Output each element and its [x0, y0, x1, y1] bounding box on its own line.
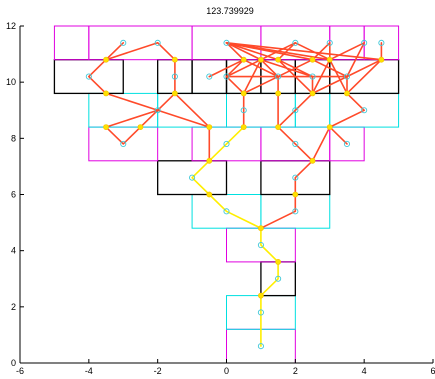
y-tick-label: 4 [11, 246, 16, 256]
yellow-node [275, 90, 282, 97]
x-tick-label: -6 [16, 366, 24, 376]
yellow-node [103, 124, 109, 130]
yellow-node [326, 56, 333, 63]
red-edge-path [174, 92, 211, 128]
axes: -6 -4 -2 0 2 4 6 0 2 4 6 8 10 12 [6, 21, 435, 376]
yellow-node [206, 124, 213, 130]
cyan-node [326, 39, 333, 46]
yellow-node [206, 157, 213, 164]
yellow-node [206, 191, 213, 198]
red-edge-path [225, 41, 383, 61]
yellow-node [258, 292, 264, 299]
red-edge-path [260, 41, 383, 229]
cyan-region-box [226, 92, 296, 128]
x-tick-label: -4 [85, 366, 93, 376]
red-edge-path [328, 126, 348, 145]
y-tick-label: 10 [6, 77, 16, 87]
yellow-node [103, 56, 109, 63]
cyan-node [257, 343, 264, 350]
yellow-node [240, 90, 247, 97]
y-tick-label: 6 [11, 190, 16, 200]
red-edge-path [225, 58, 383, 78]
yellow-node [171, 56, 178, 63]
red-edge-path [105, 41, 159, 61]
cyan-node [292, 140, 299, 147]
red-edge-path [225, 41, 245, 128]
cyan-node [206, 73, 213, 80]
x-tick-label: 6 [430, 366, 435, 376]
cyan-node [378, 39, 385, 46]
cyan-node [85, 73, 92, 80]
x-tick-label: 0 [224, 366, 229, 376]
yellow-node [171, 90, 178, 97]
yellow-node [275, 56, 282, 63]
yellow-node [240, 124, 247, 130]
cyan-node [361, 107, 368, 114]
cyan-node [275, 275, 282, 282]
yellow-node [344, 90, 350, 97]
yellow-node [240, 56, 247, 63]
cyan-node [292, 208, 299, 215]
magenta-region-box [53, 25, 90, 61]
yellow-node [309, 56, 316, 63]
cyan-node [171, 73, 178, 80]
cyan-node [257, 309, 264, 316]
red-edge-path [156, 41, 176, 112]
yellow-edge-path [191, 126, 279, 347]
cyan-node [292, 174, 299, 181]
cyan-node [361, 39, 368, 46]
cyan-node [120, 140, 127, 147]
yellow-node [258, 56, 264, 63]
cyan-node [223, 73, 230, 80]
red-edge-path [311, 41, 366, 95]
cyan-node [343, 73, 351, 80]
x-tick-label: 2 [293, 366, 298, 376]
cyan-node [240, 107, 247, 114]
yellow-node [275, 258, 282, 265]
chart-title: 123.739929 [206, 6, 254, 16]
cyan-node [343, 140, 351, 147]
x-tick-label: 4 [362, 366, 367, 376]
yellow-node [309, 90, 316, 97]
cyan-node [189, 174, 196, 181]
cyan-node [223, 39, 230, 46]
red-edge-path [88, 41, 159, 112]
cyan-node [154, 39, 161, 46]
yellow-node [378, 56, 385, 63]
x-tick-label: -2 [154, 366, 162, 376]
yellow-node [103, 90, 109, 97]
cyan-node [257, 241, 264, 249]
y-tick-label: 0 [11, 358, 16, 368]
cyan-node [309, 73, 316, 80]
cyan-node [154, 107, 161, 114]
y-tick-label: 8 [11, 133, 16, 143]
magenta-region-box [88, 25, 193, 61]
cyan-node [120, 39, 127, 46]
cyan-node [223, 140, 230, 147]
yellow-node [275, 124, 282, 130]
cyan-node [292, 39, 299, 46]
cyan-node [292, 107, 299, 114]
red-edge-path [225, 41, 348, 95]
y-tick-label: 12 [6, 21, 16, 31]
yellow-node [258, 225, 264, 232]
yellow-node [292, 191, 299, 198]
y-tick-label: 2 [11, 302, 16, 312]
cyan-node [275, 73, 282, 80]
yellow-node [326, 124, 333, 130]
cyan-node [223, 208, 230, 215]
yellow-node [137, 124, 144, 130]
yellow-node [309, 157, 316, 164]
network-nodes [85, 39, 385, 350]
cyan-region-box [294, 92, 331, 128]
